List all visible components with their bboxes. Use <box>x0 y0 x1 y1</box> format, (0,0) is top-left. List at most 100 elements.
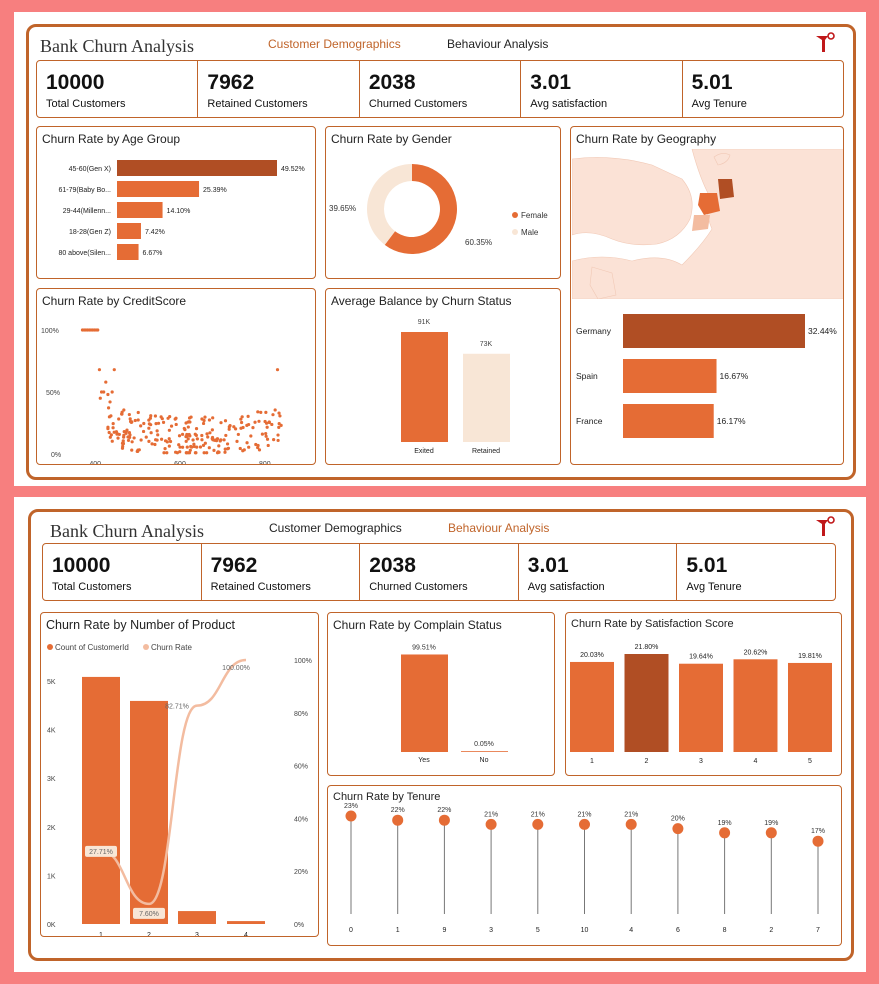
credit-point <box>277 425 281 430</box>
y2-tick-label: 60% <box>294 764 308 771</box>
credit-point <box>156 421 161 425</box>
credit-point <box>259 410 263 415</box>
credit-point <box>195 437 199 441</box>
credit-point <box>226 446 231 450</box>
kpi-total-customers: 10000 Total Customers <box>43 544 202 600</box>
satisfaction-value-label: 20.03% <box>580 652 604 659</box>
x-tick-label: 1 <box>99 932 103 937</box>
age-category-label: 29-44(Millenn... <box>63 208 111 215</box>
credit-point <box>186 425 190 429</box>
credit-point <box>117 417 121 421</box>
credit-point <box>242 448 246 452</box>
satisfaction-value-label: 20.62% <box>744 649 768 656</box>
report-frame <box>26 24 856 480</box>
credit-point <box>130 440 134 444</box>
geo-value-label: 16.17% <box>717 416 746 426</box>
gender-card: Churn Rate by Gender 60.35% 39.65% Female M… <box>325 126 561 279</box>
churn-rate-line <box>100 658 247 906</box>
credit-point <box>110 390 114 394</box>
credit-point <box>227 427 231 431</box>
satisfaction-bar <box>733 659 778 752</box>
credit-point <box>142 421 146 426</box>
credit-point <box>251 426 255 430</box>
tab-customer-demographics[interactable]: Customer Demographics <box>269 521 402 535</box>
satisfaction-category-label: 2 <box>645 758 649 765</box>
credit-point <box>159 415 163 419</box>
satisfaction-card: Churn Rate by Satisfaction Score 20.03% 1… <box>565 612 842 776</box>
geo-bar <box>623 404 714 438</box>
credit-point <box>246 414 250 419</box>
credit-point <box>122 430 126 434</box>
satisfaction-title: Churn Rate by Satisfaction Score <box>571 618 734 630</box>
credit-point <box>189 415 193 419</box>
y-tick-label: 0% <box>51 452 61 459</box>
complain-category-label: No <box>480 757 489 764</box>
credit-point <box>224 433 228 438</box>
kpi-retained-customers: 7962 Retained Customers <box>198 61 360 117</box>
age-category-label: 80 above(Silen... <box>58 250 111 257</box>
credit-point <box>219 438 223 442</box>
complain-category-label: Yes <box>418 757 430 764</box>
credit-point <box>238 446 242 451</box>
credit-point <box>219 421 223 425</box>
credit-point <box>128 433 132 437</box>
credit-point <box>260 432 264 436</box>
rate-label-bg <box>85 845 117 857</box>
tenure-card: Churn Rate by Tenure 23% 0 22% 1 22% 9 21% 3 21%… <box>327 785 842 946</box>
credit-point <box>188 448 192 452</box>
geography-title: Churn Rate by Geography <box>576 132 717 146</box>
y-tick-label: 50% <box>46 390 60 397</box>
tenure-dot <box>345 810 357 822</box>
credit-point <box>147 439 151 443</box>
credit-point <box>225 442 230 446</box>
credit-point <box>256 445 260 450</box>
satisfaction-bar <box>570 661 614 752</box>
y-tick-label: 100% <box>41 328 59 335</box>
credit-point <box>257 419 261 423</box>
balance-bar <box>463 353 510 442</box>
tenure-dot <box>392 814 404 826</box>
credit-point <box>133 418 137 423</box>
credit-point <box>205 451 209 455</box>
satisfaction-category-label: 3 <box>699 758 703 765</box>
credit-point <box>245 423 249 427</box>
kpi-retained-customers: 7962 Retained Customers <box>202 544 361 600</box>
satisfaction-bar <box>679 663 723 752</box>
tab-behaviour-analysis[interactable]: Behaviour Analysis <box>448 521 550 535</box>
legend-label: Churn Rate <box>151 643 192 652</box>
credit-point <box>188 434 192 438</box>
credit-point <box>265 425 269 429</box>
page-behaviour-analysis: Bank Churn Analysis Customer Demographic… <box>14 497 866 972</box>
credit-point <box>168 414 172 419</box>
tenure-chart: 23% 0 22% 1 22% 9 21% 3 21% 5 21% 10 21% 4 20% 6 19% 8 19%… <box>344 803 825 934</box>
credit-point <box>271 413 275 417</box>
geo-value-label: 32.44% <box>808 326 837 336</box>
credit-point <box>277 411 281 415</box>
credit-point <box>198 445 203 449</box>
credit-point <box>184 451 189 455</box>
credit-point <box>194 426 199 431</box>
credit-point <box>208 431 212 435</box>
legend-swatch <box>47 644 53 650</box>
tab-customer-demographics[interactable]: Customer Demographics <box>268 37 401 51</box>
tenure-category-label: 8 <box>723 927 727 934</box>
tenure-dot <box>812 835 824 847</box>
credit-point <box>149 431 153 435</box>
credit-point <box>115 432 119 436</box>
geography-card: Churn Rate by Geography Germany 32.44% Spa… <box>570 126 844 465</box>
europe-map <box>572 149 843 299</box>
credit-point <box>139 438 143 442</box>
tenure-value-label: 21% <box>484 811 498 818</box>
y2-tick-label: 40% <box>294 816 308 823</box>
credit-point <box>96 328 100 332</box>
x-tick-label: 4 <box>244 932 248 937</box>
product-chart: Count of CustomerId Churn Rate 0K 1K 2K 3K 4K 5… <box>47 643 312 937</box>
product-bar <box>178 911 216 924</box>
age-value-label: 25.39% <box>203 187 227 194</box>
credit-point <box>205 432 209 436</box>
credit-point <box>189 444 193 449</box>
credit-point <box>165 451 169 455</box>
credit-point <box>167 428 171 432</box>
tab-behaviour-analysis[interactable]: Behaviour Analysis <box>447 37 549 51</box>
credit-point <box>174 450 178 454</box>
